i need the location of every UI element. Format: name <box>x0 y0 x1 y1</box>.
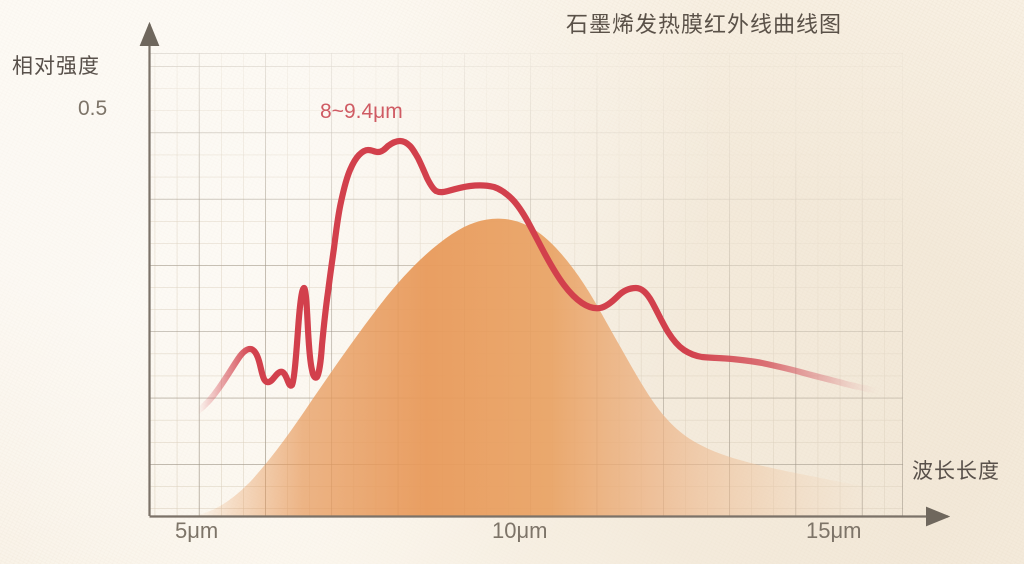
y-axis-label: 相对强度 <box>12 55 100 78</box>
x-axis-tick-label-15um: 15μm <box>806 518 862 543</box>
x-axis-label: 波长长度 <box>912 460 1000 483</box>
x-axis-tick-label-10um: 10μm <box>492 518 548 543</box>
chart-axes <box>139 21 951 527</box>
y-axis-tick-label: 0.5 <box>78 97 108 120</box>
peak-range-annotation: 8~9.4μm <box>320 100 403 123</box>
x-axis-tick-label-5um: 5μm <box>175 518 219 543</box>
infrared-emission-curve <box>194 137 882 415</box>
blackbody-envelope-area <box>193 218 880 517</box>
chart-title: 石墨烯发热膜红外线曲线图 <box>566 12 843 37</box>
